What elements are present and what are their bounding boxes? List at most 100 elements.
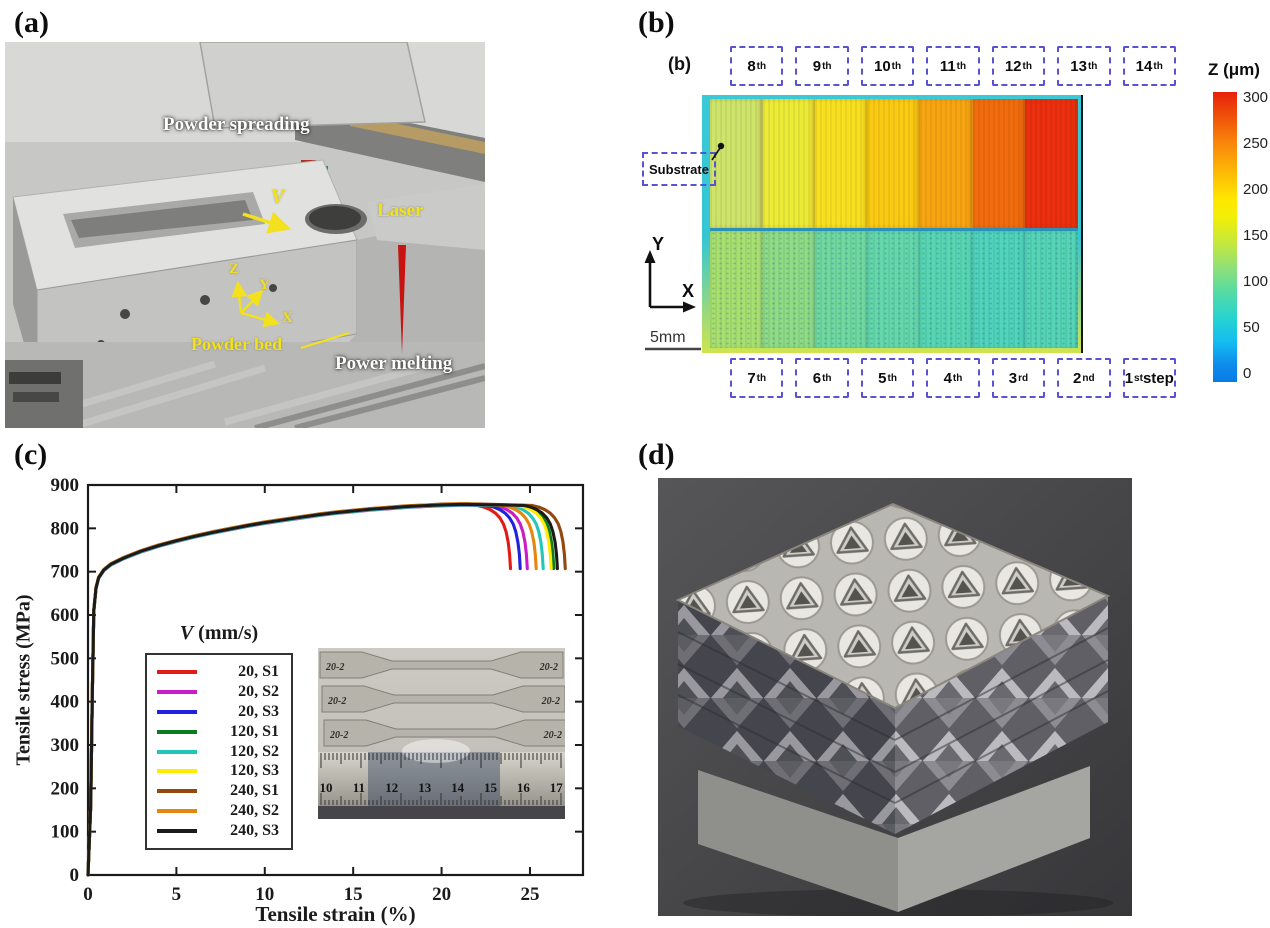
- heatmap-column-top: [710, 99, 763, 229]
- legend-line-swatch: [157, 670, 197, 674]
- y-tick-label: 600: [51, 605, 80, 626]
- panel-b-tag: (b): [638, 6, 675, 39]
- y-tick-label: 800: [51, 518, 80, 539]
- lattice-illustration: [658, 478, 1132, 917]
- scale-bar-label: 5mm: [650, 329, 686, 346]
- heatmap-column-bottom: [762, 231, 816, 348]
- label-powder-spreading: Powder spreading: [163, 114, 310, 135]
- x-tick-label: 25: [520, 884, 539, 905]
- specimens: 20-2 20-2 20-2 20-2 20-2 20-2: [319, 651, 565, 747]
- legend-entry: 120, S2: [157, 743, 281, 761]
- legend-label: 240, S2: [230, 802, 279, 820]
- label-laser: Laser: [377, 200, 424, 221]
- legend-entry: 20, S3: [157, 703, 281, 721]
- label-axis-y: Y: [259, 277, 270, 293]
- svg-text:20-2: 20-2: [329, 730, 348, 741]
- x-tick-label: 5: [172, 884, 182, 905]
- ruler-number: 10: [320, 780, 333, 795]
- panel-d-tag: (d): [638, 438, 675, 471]
- svg-text:20-2: 20-2: [539, 662, 558, 673]
- heatmap-column-bottom: [815, 231, 868, 348]
- heatmap-column-top: [1025, 99, 1079, 229]
- heatmap-column-top: [920, 99, 973, 229]
- y-tick-label: 0: [70, 865, 80, 886]
- legend-line-swatch: [157, 749, 197, 754]
- x-tick-label: 0: [83, 884, 93, 905]
- ruler-number: 12: [385, 780, 398, 795]
- axis-triad: [231, 280, 281, 328]
- heatmap-column-bottom: [920, 231, 973, 348]
- legend: 20, S1 20, S2 20, S3 120, S1 120, S2 120, S3 2…: [145, 653, 293, 850]
- axis-y-label: Y: [652, 234, 665, 254]
- legend-line-swatch: [157, 729, 197, 734]
- heatmap-column-bottom: [1025, 231, 1079, 348]
- axis-x-label: X: [682, 281, 695, 301]
- colorbar-title: Z (μm): [1208, 60, 1260, 79]
- legend-label: 240, S3: [230, 822, 279, 839]
- label-axis-x: X: [282, 310, 293, 326]
- colorbar-tick: 50: [1243, 319, 1260, 336]
- ruler-number: 17: [550, 780, 564, 795]
- legend-label: 120, S2: [230, 742, 279, 760]
- legend-entry: 20, S2: [157, 683, 281, 701]
- legend-line-swatch: [157, 769, 197, 774]
- legend-label: 120, S3: [230, 762, 279, 780]
- colorbar-ticks: 300 250 200 150 100 50 0: [1243, 90, 1269, 382]
- legend-entry: 120, S3: [157, 762, 281, 780]
- inset-bottom-strip: [318, 806, 565, 819]
- lattice-top-face: [675, 502, 1111, 710]
- legend-line-swatch: [157, 829, 197, 833]
- panel-a-photo: Powder spreading V Laser Z Y X Powder be…: [5, 42, 485, 428]
- y-tick-label: 400: [51, 692, 80, 713]
- legend-label: 120, S1: [230, 722, 279, 740]
- legend-label: 20, S1: [238, 663, 279, 680]
- heatmap-column-bottom: [867, 231, 921, 348]
- legend-label: 240, S1: [230, 782, 279, 800]
- heatmap-column-top: [972, 99, 1026, 229]
- y-tick-label: 500: [51, 648, 80, 669]
- legend-label: 20, S2: [238, 682, 279, 700]
- y-tick-label: 700: [51, 562, 80, 583]
- svg-text:20-2: 20-2: [325, 662, 344, 673]
- tensile-specimen: 20-2 20-2: [321, 685, 565, 713]
- label-power-melting: Power melting: [335, 353, 453, 374]
- y-axis-title: Tensile stress (MPa): [12, 594, 35, 766]
- legend-entry: 240, S1: [157, 782, 281, 800]
- y-tick-label: 100: [51, 822, 80, 843]
- legend-line-swatch: [157, 789, 197, 794]
- legend-title: V (mm/s): [179, 622, 259, 644]
- stress-strain-plot: 0 5 10 15 20 25 0 100 200 300 400 500 600 700 800 900: [51, 475, 585, 905]
- legend-entry: 20, S1: [157, 663, 281, 681]
- heatmap-column-top: [815, 99, 868, 229]
- svg-text:20-2: 20-2: [543, 730, 562, 741]
- heatmap-column-bottom: [972, 231, 1026, 348]
- x-tick-label: 15: [344, 884, 363, 905]
- label-axis-z: Z: [229, 261, 240, 277]
- tensile-specimen: 20-2 20-2: [319, 651, 564, 679]
- x-axis-title: Tensile strain (%): [255, 902, 416, 926]
- label-velocity: V: [271, 186, 285, 208]
- panel-b-inner-tag: (b): [668, 54, 691, 74]
- layer-lines: [677, 627, 1109, 804]
- x-tick-label: 20: [432, 884, 451, 905]
- y-tick-label: 200: [51, 778, 80, 799]
- ruler-number: 16: [517, 780, 531, 795]
- tensile-specimen: 20-2 20-2: [323, 719, 565, 747]
- ruler-number: 15: [484, 780, 498, 795]
- velocity-arrow: [242, 211, 292, 234]
- legend-entry: 240, S2: [157, 802, 281, 820]
- heatmap-column-top: [867, 99, 921, 229]
